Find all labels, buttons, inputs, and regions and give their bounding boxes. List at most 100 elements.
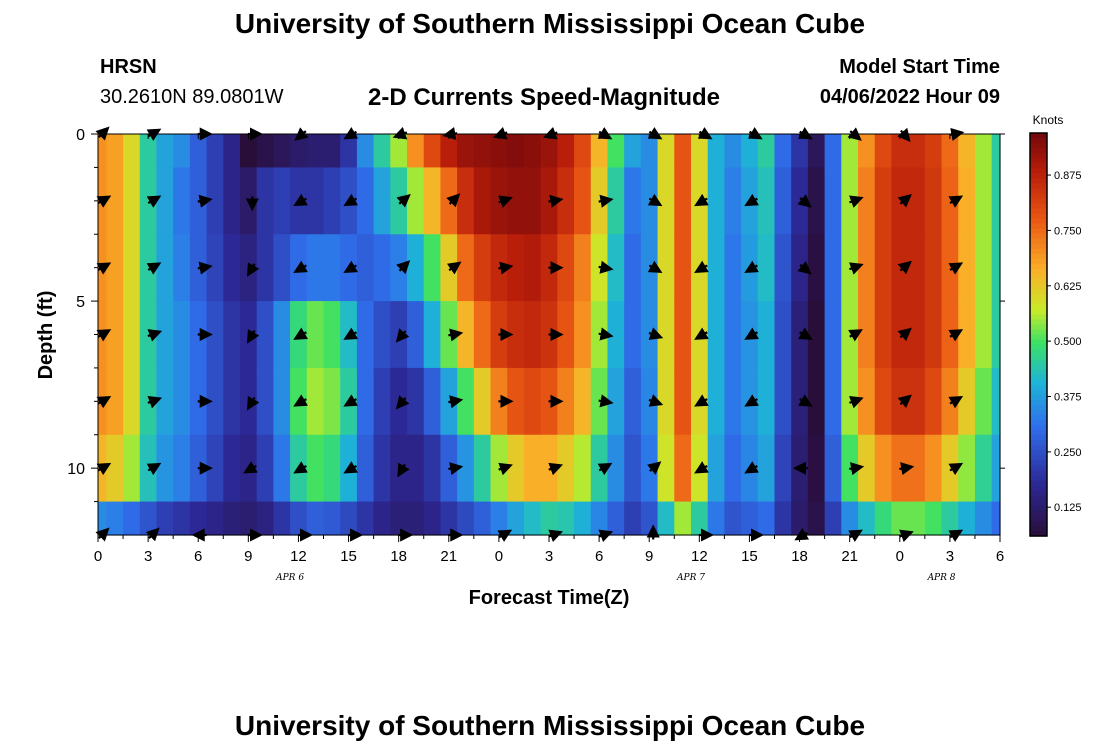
colorbar-tick-label: 0.500	[1054, 336, 1082, 348]
heatmap-cell	[707, 134, 725, 169]
colorbar-segment	[1030, 475, 1047, 482]
current-vector	[744, 260, 759, 274]
heatmap-cell	[239, 134, 258, 169]
heatmap-cell	[757, 301, 776, 369]
x-tick-label: 6	[996, 548, 1004, 565]
current-vector	[498, 261, 514, 275]
heatmap-cell	[306, 134, 325, 169]
current-vector	[899, 462, 915, 476]
colorbar-segment	[1030, 289, 1047, 295]
heatmap-cell	[657, 501, 675, 536]
x-tick-label: 0	[495, 548, 503, 565]
colorbar-segment	[1030, 369, 1047, 376]
heatmap-cell	[340, 234, 358, 302]
heatmap-cell	[507, 367, 525, 436]
current-vector	[293, 193, 308, 207]
heatmap-cell	[173, 134, 191, 169]
colorbar-segment	[1030, 334, 1047, 341]
heatmap-cell	[958, 134, 976, 169]
colorbar-tick-label: 0.875	[1054, 170, 1082, 182]
heatmap-cell	[223, 501, 241, 536]
heatmap-cell	[457, 301, 475, 369]
heatmap-cell	[123, 234, 141, 302]
colorbar-segment	[1030, 384, 1047, 391]
heatmap-cell	[757, 234, 776, 302]
heatmap-cell	[156, 234, 174, 302]
y-tick-label: 0	[76, 127, 85, 144]
heatmap-cell	[574, 367, 592, 436]
heatmap-cell	[239, 434, 258, 503]
heatmap-cell	[290, 434, 308, 503]
y-axis-label: Depth (ft)	[35, 291, 57, 380]
colorbar-segment	[1030, 460, 1047, 467]
heatmap-cell	[657, 134, 675, 169]
current-vector	[343, 260, 359, 274]
heatmap-cell	[457, 134, 475, 169]
colorbar-segment	[1030, 389, 1047, 396]
heatmap-cell	[574, 134, 592, 169]
colorbar-segment	[1030, 364, 1047, 371]
heatmap-cell	[624, 501, 642, 536]
colorbar-segment	[1030, 284, 1047, 290]
heatmap-cell	[707, 434, 725, 503]
heatmap-cell	[373, 134, 391, 169]
heatmap-cell	[690, 301, 709, 369]
heatmap-cell	[139, 167, 158, 235]
heatmap-cell	[106, 434, 124, 503]
heatmap-cell	[891, 367, 909, 436]
heatmap-cell	[407, 367, 425, 436]
heatmap-cell	[557, 501, 575, 536]
heatmap-cell	[323, 301, 341, 369]
x-tick-label: 21	[841, 548, 858, 565]
heatmap-cell	[974, 167, 993, 235]
heatmap-cell	[540, 501, 558, 536]
x-tick-label: 21	[440, 548, 457, 565]
heatmap-cell	[356, 301, 375, 369]
colorbar-segment	[1030, 425, 1047, 431]
current-vector	[397, 462, 410, 478]
heatmap-cell	[373, 367, 391, 436]
heatmap-cell	[690, 434, 709, 503]
heatmap-cell	[239, 167, 258, 235]
current-vector	[848, 329, 863, 342]
heatmap-cell	[156, 501, 174, 536]
heatmap-cell	[874, 234, 893, 302]
heatmap-cell	[908, 167, 926, 235]
heatmap-cell	[106, 234, 124, 302]
heatmap-cell	[423, 234, 442, 302]
current-vector	[694, 193, 709, 207]
heatmap-cell	[690, 167, 709, 235]
current-vector	[647, 193, 663, 207]
heatmap-cell	[173, 234, 191, 302]
colorbar-segment	[1030, 420, 1047, 426]
heatmap-cell	[273, 301, 291, 369]
heatmap-cell	[807, 167, 826, 235]
heatmap-cell	[173, 367, 191, 436]
heatmap-cell	[256, 367, 274, 436]
colorbar-segment	[1030, 339, 1047, 346]
heatmap-cell	[356, 167, 375, 235]
heatmap-cell	[891, 134, 909, 169]
heatmap-cell	[657, 367, 675, 436]
current-vector	[694, 461, 709, 474]
heatmap-cell	[557, 234, 575, 302]
heatmap-cell	[340, 434, 358, 503]
heatmap-cell	[991, 367, 1001, 436]
heatmap-cell	[874, 367, 893, 436]
heatmap-cell	[674, 434, 692, 503]
heatmap-cell	[206, 501, 224, 536]
heatmap-cell	[941, 234, 959, 302]
current-vector	[648, 327, 664, 340]
heatmap-cell	[657, 167, 675, 235]
heatmap-cell	[624, 434, 642, 503]
x-tick-label: 12	[290, 548, 307, 565]
heatmap-cell	[741, 367, 759, 436]
heatmap-cell	[891, 167, 909, 235]
x-tick-label: 3	[144, 548, 152, 565]
heatmap-cell	[407, 167, 425, 235]
heatmap-cell	[674, 367, 692, 436]
colorbar-segment	[1030, 470, 1047, 477]
heatmap-cell	[774, 434, 792, 503]
current-vector	[395, 395, 410, 410]
colorbar-segment	[1030, 399, 1047, 406]
